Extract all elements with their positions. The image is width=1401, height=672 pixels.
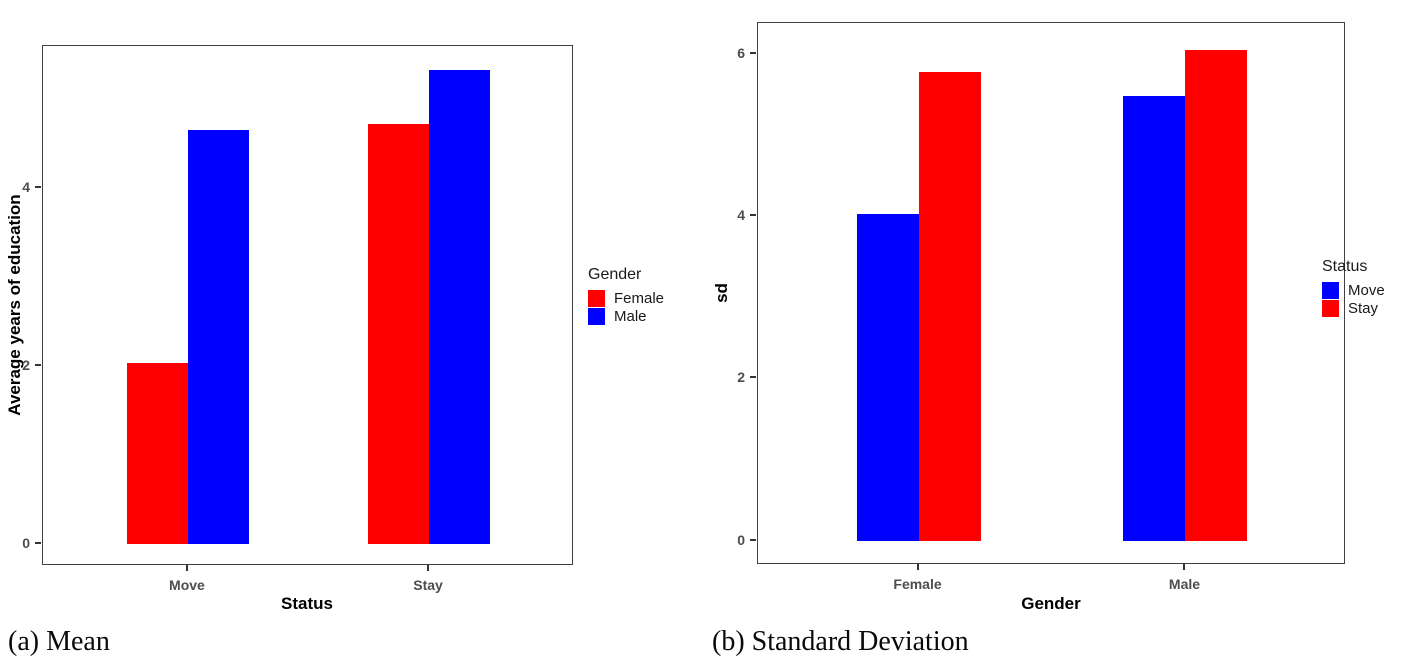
chart-standard-deviation: sd Gender Status Move Stay (b) Standard D… [700,0,1401,672]
y-axis-tick-label: 2 [737,369,745,386]
legend-swatch-female [588,290,605,307]
x-axis-tick-label: Male [1168,576,1201,592]
legend-item-male: Male [588,308,664,325]
y-axis-tick-label: 0 [737,531,745,548]
x-axis-tick-mark [916,564,919,570]
legend-item-move: Move [1322,282,1385,299]
caption: (a) Mean [8,626,110,657]
y-axis-tick-mark [750,538,756,541]
x-axis-tick-label: Stay [413,577,443,593]
y-axis-tick-mark [750,214,756,217]
caption: (b) Standard Deviation [712,626,969,657]
y-axis-tick-label: 0 [22,534,30,551]
y-axis-tick-mark [750,51,756,54]
plot-panel [42,45,573,565]
y-axis-tick-mark [35,541,41,544]
y-axis-tick-label: 4 [737,207,745,224]
x-axis-tick-label: Female [893,576,942,592]
y-axis-tick-mark [750,376,756,379]
x-axis-tick-mark [1183,564,1186,570]
legend-title: Gender [588,266,642,283]
legend-label: Male [614,308,647,325]
chart-mean: Average years of education Status Gender… [0,0,700,672]
y-axis-tick-mark [35,186,41,189]
legend-items: Female Male [588,290,664,325]
y-axis-title: sd [712,283,731,303]
bar-male-stay [1185,49,1248,541]
legend: Gender Female Male [588,266,664,326]
legend-swatch-male [588,308,605,325]
bar-female-move [856,213,919,541]
legend: Status Move Stay [1322,258,1385,318]
y-axis-tick-label: 4 [22,179,30,196]
y-axis-tick-mark [35,364,41,366]
bar-move-female [126,363,188,544]
legend-title: Status [1322,258,1368,275]
x-axis-tick-mark [185,565,188,571]
bar-stay-female [368,124,430,544]
x-axis-tick-mark [427,565,430,571]
x-axis-title: Status [281,594,333,613]
bar-male-move [1123,96,1186,541]
y-axis-tick-label: 2 [22,357,30,373]
legend-items: Move Stay [1322,282,1385,317]
bar-move-male [187,130,249,544]
plot-panel [757,22,1345,564]
y-axis-title: Average years of education [5,194,24,416]
legend-label: Female [614,290,665,307]
bar-stay-male [429,70,491,544]
x-axis-tick-label: Move [169,577,205,593]
legend-item-stay: Stay [1322,300,1385,317]
y-axis-tick-label: 6 [737,44,745,61]
bar-female-stay [918,72,981,541]
legend-label: Stay [1348,300,1379,317]
x-axis-title: Gender [1021,594,1081,613]
legend-swatch-stay [1322,300,1339,317]
legend-swatch-move [1322,282,1339,299]
legend-item-female: Female [588,290,664,307]
legend-label: Move [1348,282,1385,299]
